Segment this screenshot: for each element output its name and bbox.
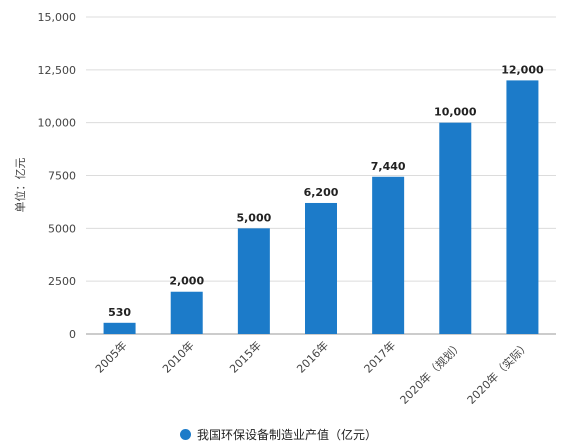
x-tick-label: 2020年（规划） (397, 338, 466, 407)
y-tick-label: 2500 (48, 275, 76, 288)
data-label: 530 (108, 306, 131, 319)
y-axis-label: 单位：亿元 (13, 158, 27, 213)
legend-label: 我国环保设备制造业产值（亿元） (197, 428, 378, 442)
x-tick-label: 2020年（实际） (464, 338, 533, 407)
data-label: 12,000 (501, 63, 544, 76)
bars (103, 80, 539, 335)
data-label: 6,200 (304, 186, 339, 199)
bar (103, 322, 136, 334)
bar (305, 202, 337, 334)
bar (237, 228, 270, 334)
bar (506, 80, 539, 335)
bar (170, 291, 203, 334)
legend: 我国环保设备制造业产值（亿元） (180, 426, 377, 443)
x-tick-label: 2015年 (227, 338, 264, 375)
y-tick-label: 12,500 (38, 64, 77, 77)
y-tick-label: 5000 (48, 222, 76, 235)
y-axis-ticks: 0 2500 5000 7500 10,000 12,500 15,000 (38, 11, 77, 341)
data-label: 10,000 (434, 106, 477, 119)
y-tick-label: 7500 (48, 170, 76, 183)
data-label: 2,000 (169, 275, 204, 288)
x-tick-label: 2016年 (294, 338, 331, 375)
bar (439, 122, 472, 335)
y-tick-label: 15,000 (38, 11, 77, 24)
x-tick-label: 2010年 (159, 338, 196, 375)
x-tick-label: 2005年 (92, 338, 129, 375)
x-axis-ticks: 2005年 2010年 2015年 2016年 2017年 2020年（规划） 2020年（… (92, 338, 532, 407)
y-tick-label: 10,000 (38, 117, 77, 130)
x-tick-label: 2017年 (361, 338, 398, 375)
data-label: 7,440 (371, 160, 406, 173)
data-labels: 530 2,000 5,000 6,200 7,440 10,000 12,000 (108, 63, 544, 318)
y-tick-label: 0 (69, 328, 76, 341)
data-label: 5,000 (236, 211, 271, 224)
bar (372, 176, 405, 334)
legend-swatch (180, 429, 191, 440)
